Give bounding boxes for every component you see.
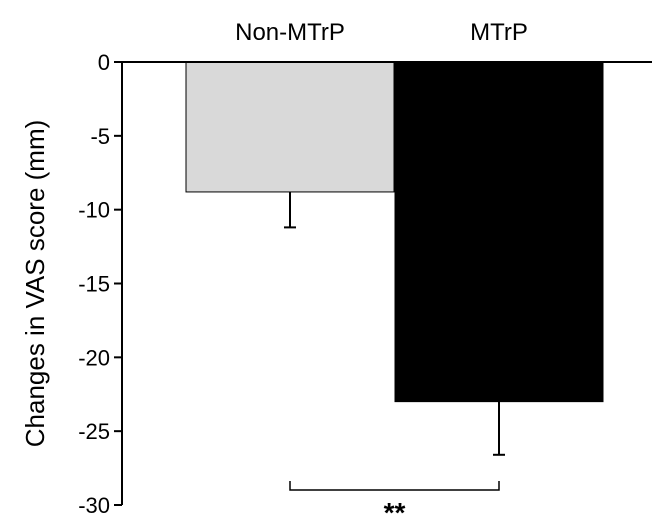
bar-non-mtrp [185,61,395,193]
y-tick-label: -20 [78,345,110,370]
category-label-mtrp: MTrP [470,19,528,46]
y-tick-label: -30 [78,493,110,518]
error-bars-group [284,191,505,456]
y-tick-label: 0 [98,50,110,75]
significance-marker: ** [384,497,406,526]
y-axis-label: Changes in VAS score (mm) [20,120,50,448]
y-tick-label: -10 [78,198,110,223]
y-ticks-group: 0 -5 -10 -15 -20 -25 -30 [78,50,122,518]
y-tick-label: -25 [78,419,110,444]
category-label-non-mtrp: Non-MTrP [235,19,345,46]
y-tick-label: -5 [90,124,110,149]
y-tick-label: -15 [78,272,110,297]
bars-group [185,61,604,403]
bar-mtrp [394,61,604,403]
significance-bracket [289,481,500,491]
